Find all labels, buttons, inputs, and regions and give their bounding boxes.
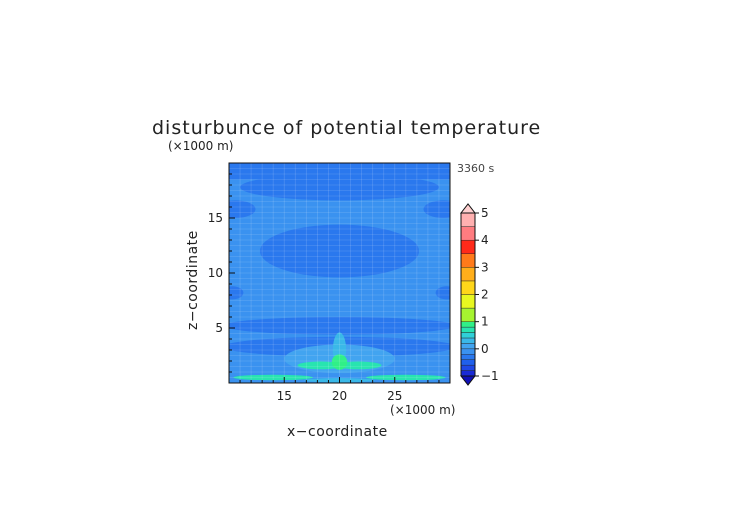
field-region-0 [229,163,450,180]
field-region-1 [240,174,439,201]
colorbar-tick-label: 5 [481,206,489,220]
grid-lines [229,163,450,383]
colorbar-level-5 [460,343,476,350]
colorbar-level-4 [460,348,476,355]
colorbar-level-3 [460,354,476,360]
x-axis-unit: (×1000 m) [390,403,455,417]
field-region-2 [229,200,256,218]
colorbar-tick-label: 3 [481,260,489,274]
colorbar-tick-label: −1 [481,369,499,383]
y-tick-label: 10 [208,266,223,280]
field-region-5 [229,286,244,300]
y-axis-ticks: 5 10 15 [208,162,235,384]
colorbar-level-14 [460,253,476,268]
x-axis-ticks: 15 20 25 [228,377,451,403]
colorbar-level-9 [460,321,476,328]
colorbar-level-13 [460,267,476,282]
field-region-14 [233,374,313,381]
colorbar-tick-label: 0 [481,342,489,356]
colorbar-level-16 [460,226,476,241]
colorbar-levels [460,212,476,377]
field-region-7 [229,317,450,335]
time-label: 3360 s [457,162,494,175]
x-tick-label: 15 [277,389,292,403]
field-region-4 [259,224,420,278]
colorbar-level-2 [460,359,476,366]
colorbar-tick-label: 4 [481,233,489,247]
colorbar-over-triangle [459,203,477,214]
colorbar-level-12 [460,280,476,295]
y-axis-unit: (×1000 m) [168,139,233,153]
colorbar-level-15 [460,239,476,254]
chart-title: disturbunce of potential temperature [152,117,541,139]
colorbar-level-1 [460,364,476,371]
y-tick-label: 5 [215,321,223,335]
colorbar-level-0 [460,370,476,377]
x-tick-label: 25 [387,389,402,403]
x-tick-label: 20 [332,389,347,403]
colorbar-under-triangle [459,375,477,386]
colorbar-ticks: −1 0 1 2 3 4 5 [475,206,499,383]
field-region-3 [423,200,450,218]
field-regions [229,163,450,383]
colorbar-level-17 [460,212,476,227]
plot-area [228,162,451,384]
colorbar: −1 0 1 2 3 4 5 [459,203,499,386]
field-region-15 [366,374,446,381]
colorbar-level-11 [460,294,476,309]
colorbar-level-6 [460,337,476,344]
y-axis-label: z−coordinate [185,230,201,330]
field-region-13 [331,354,348,370]
field-region-6 [435,286,450,300]
colorbar-level-8 [460,326,476,333]
colorbar-level-10 [460,307,476,322]
y-tick-label: 15 [208,211,223,225]
x-axis-label: x−coordinate [287,424,388,440]
colorbar-tick-label: 1 [481,315,489,329]
colorbar-level-7 [460,332,476,339]
colorbar-tick-label: 2 [481,288,489,302]
